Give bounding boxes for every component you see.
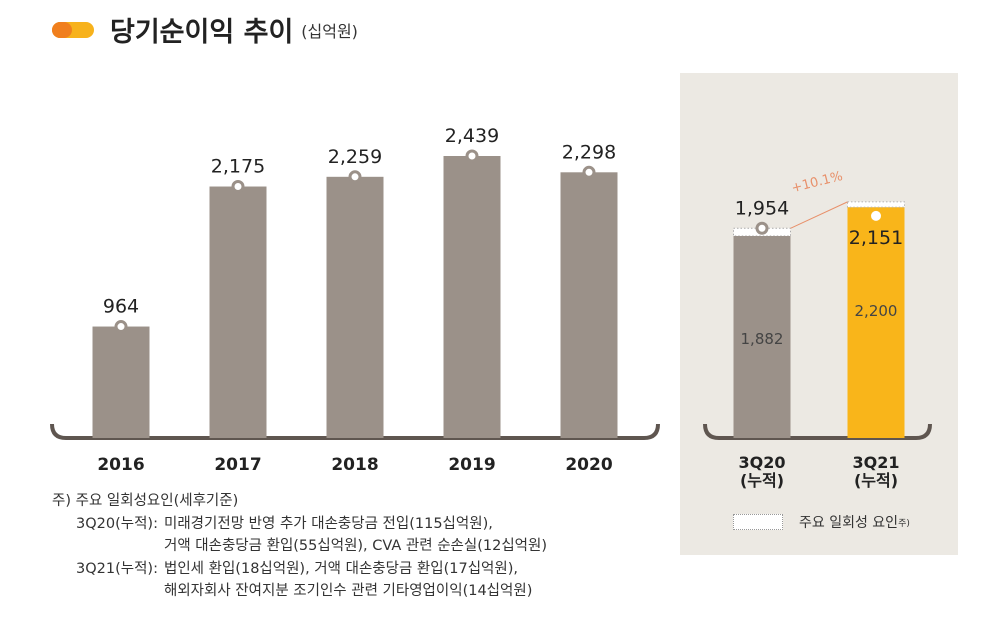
- base-label: 2,200: [855, 302, 898, 320]
- bar-marker: [755, 221, 769, 235]
- bar: [443, 156, 501, 438]
- tick-label: 3Q21: [853, 453, 900, 472]
- note-label: 3Q20(누적):: [76, 515, 158, 532]
- legend-sup: 주): [898, 518, 910, 529]
- bar-marker: [114, 320, 128, 334]
- bar: [326, 176, 384, 438]
- base-label: 1,882: [741, 330, 784, 348]
- bar: [560, 172, 618, 438]
- tick-label: 2017: [214, 455, 261, 475]
- tick-label: (누적): [854, 471, 898, 490]
- growth-label: +10.1%: [790, 169, 844, 196]
- note-line: 법인세 환입(18십억원), 거액 대손충당금 환입(17십억원),: [164, 560, 518, 577]
- tick-label: (누적): [740, 471, 784, 490]
- tick-label: 2020: [565, 455, 612, 475]
- data-label: 2,175: [211, 156, 265, 178]
- total-label: 2,151: [849, 227, 903, 249]
- bar-marker: [871, 210, 881, 221]
- tick-label: 3Q20: [739, 453, 786, 472]
- chart-title: 당기순이익 추이 (십억원): [52, 10, 358, 49]
- quarterly-panel: [680, 73, 958, 555]
- note-head: 주) 주요 일회성요인(세후기준): [52, 493, 239, 509]
- data-label: 2,298: [562, 141, 616, 163]
- legend: 주요 일회성 요인 주): [733, 512, 910, 532]
- footnotes: 주) 주요 일회성요인(세후기준) 3Q20(누적): 미래경기전망 반영 추가 …: [52, 490, 547, 603]
- legend-swatch: [733, 514, 783, 530]
- title-pill-icon: [52, 21, 94, 38]
- note-line: 해외자회사 잔여지분 조기인수 관련 기타영업이익(14십억원): [164, 583, 533, 599]
- tick-label: 2016: [97, 455, 144, 475]
- tick-label: 2019: [448, 455, 495, 475]
- title-unit: (십억원): [301, 21, 358, 41]
- note-line: 거액 대손충당금 환입(55십억원), CVA 관련 순손실(12십억원): [164, 538, 548, 554]
- bar-marker: [231, 180, 245, 194]
- legend-label: 주요 일회성 요인: [799, 515, 899, 531]
- title-text: 당기순이익 추이: [110, 17, 294, 48]
- bar-marker: [582, 165, 596, 179]
- bar: [847, 207, 905, 438]
- note-line: 미래경기전망 반영 추가 대손충당금 전입(115십억원),: [164, 515, 493, 532]
- one-off-box: [847, 201, 905, 208]
- growth-line: [790, 201, 848, 229]
- data-label: 2,259: [328, 146, 382, 168]
- total-label: 1,954: [735, 197, 789, 219]
- axis-bracket: [703, 423, 932, 440]
- bar: [733, 236, 791, 438]
- bar-marker: [348, 170, 362, 184]
- data-label: 964: [103, 296, 139, 318]
- tick-label: 2018: [331, 455, 378, 475]
- bar-marker: [465, 149, 479, 163]
- bar: [92, 326, 150, 438]
- note-label: 3Q21(누적):: [76, 560, 158, 577]
- data-label: 2,439: [445, 125, 499, 147]
- bar: [209, 186, 267, 438]
